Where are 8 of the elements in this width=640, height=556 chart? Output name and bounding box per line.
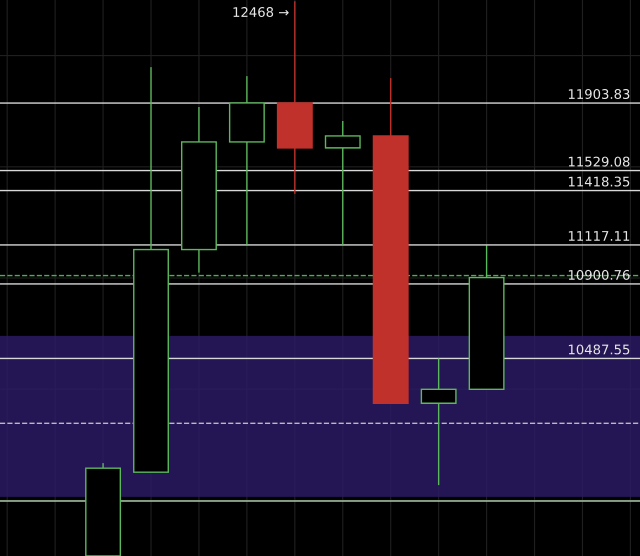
ref-line-label: 10487.55 (568, 344, 630, 354)
candlestick (324, 120, 361, 246)
annotation: 12468 → (234, 7, 289, 18)
ref-line-label: 11117.11 (568, 231, 630, 241)
ref-line-label: 11903.83 (568, 89, 630, 100)
ref-line-label: 11529.08 (568, 156, 630, 167)
ref-line-label: 11418.35 (568, 176, 630, 187)
candlestick (420, 358, 457, 486)
